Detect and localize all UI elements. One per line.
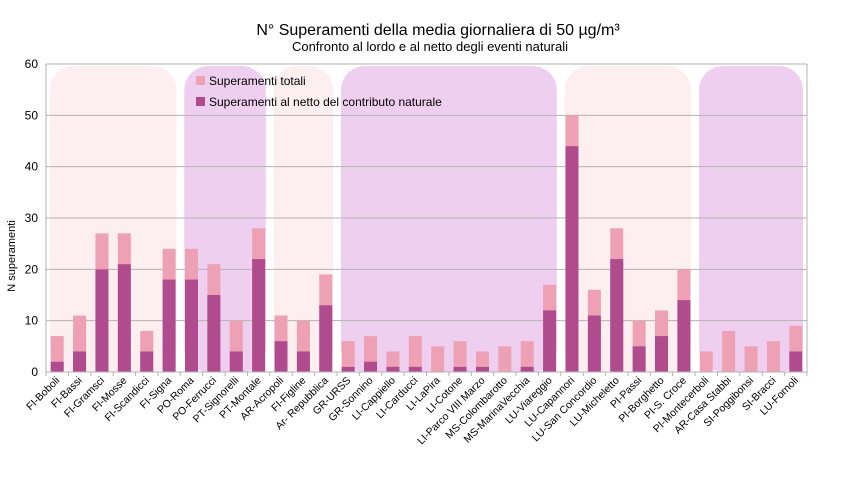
bar-net-18: [453, 366, 467, 372]
bar-net-8: [229, 351, 243, 372]
bar-net-15: [386, 366, 400, 372]
bar-net-0: [50, 361, 64, 372]
y-tick-label-60: 60: [25, 57, 39, 71]
bar-net-19: [475, 366, 489, 372]
y-tick-label-20: 20: [25, 262, 39, 276]
background-group-3: [340, 66, 557, 372]
bar-net-2: [95, 269, 109, 372]
background-group-2: [273, 66, 333, 372]
bar-net-6: [184, 279, 198, 372]
legend-label-1: Superamenti al netto del contributo natu…: [209, 95, 442, 109]
bar-total-17: [431, 346, 445, 372]
bar-total-18: [453, 341, 467, 372]
bar-total-20: [498, 346, 512, 372]
bar-total-32: [766, 341, 780, 372]
bar-net-3: [117, 264, 131, 372]
y-tick-labels: 0 10 20 30 40 50 60: [25, 57, 39, 379]
y-tick-label-40: 40: [25, 160, 39, 174]
axes: [45, 64, 808, 376]
legend-swatch-0: [196, 76, 205, 85]
x-tick-labels: FI-BoboliFI-BassiFI-GramsciFI-MosseFI-Sc…: [24, 375, 801, 448]
bar-net-24: [587, 315, 601, 372]
background-group-4: [564, 66, 692, 372]
bar-total-31: [744, 346, 758, 372]
bar-net-12: [319, 305, 333, 372]
bar-net-23: [565, 146, 579, 372]
bar-net-33: [789, 351, 803, 372]
bar-net-9: [252, 259, 266, 372]
legend-swatch-1: [196, 97, 205, 106]
bar-net-11: [296, 351, 310, 372]
legend-label-0: Superamenti totali: [209, 74, 306, 88]
bar-net-21: [520, 366, 534, 372]
bar-net-25: [610, 259, 624, 372]
bar-net-13: [341, 366, 355, 372]
background-groups: [50, 66, 803, 372]
bar-net-10: [274, 341, 288, 372]
y-tick-label-30: 30: [25, 211, 39, 225]
bar-net-16: [408, 366, 422, 372]
background-group-0: [50, 66, 177, 372]
bar-net-5: [162, 279, 176, 372]
bar-total-21: [520, 341, 534, 372]
bar-net-1: [73, 351, 87, 372]
bar-net-27: [655, 336, 669, 372]
background-group-5: [699, 66, 803, 372]
y-tick-label-0: 0: [31, 365, 38, 379]
chart-title: N° Superamenti della media giornaliera d…: [256, 22, 620, 39]
bar-net-28: [677, 300, 691, 372]
bars: [50, 115, 803, 372]
bar-net-14: [364, 361, 378, 372]
bar-total-13: [341, 341, 355, 372]
bar-total-30: [722, 330, 736, 372]
bar-net-4: [140, 351, 154, 372]
chart-subtitle: Confronto al lordo e al netto degli even…: [292, 39, 568, 54]
bar-total-16: [408, 336, 422, 372]
y-tick-label-10: 10: [25, 314, 39, 328]
y-axis-label: N superamenti: [6, 220, 18, 292]
bar-net-22: [543, 310, 557, 372]
bar-net-26: [632, 346, 646, 372]
legend: Superamenti totali Superamenti al netto d…: [196, 74, 442, 109]
y-tick-label-50: 50: [25, 108, 39, 122]
bar-total-29: [699, 351, 713, 372]
background-group-1: [184, 66, 266, 372]
bar-net-7: [207, 295, 221, 372]
